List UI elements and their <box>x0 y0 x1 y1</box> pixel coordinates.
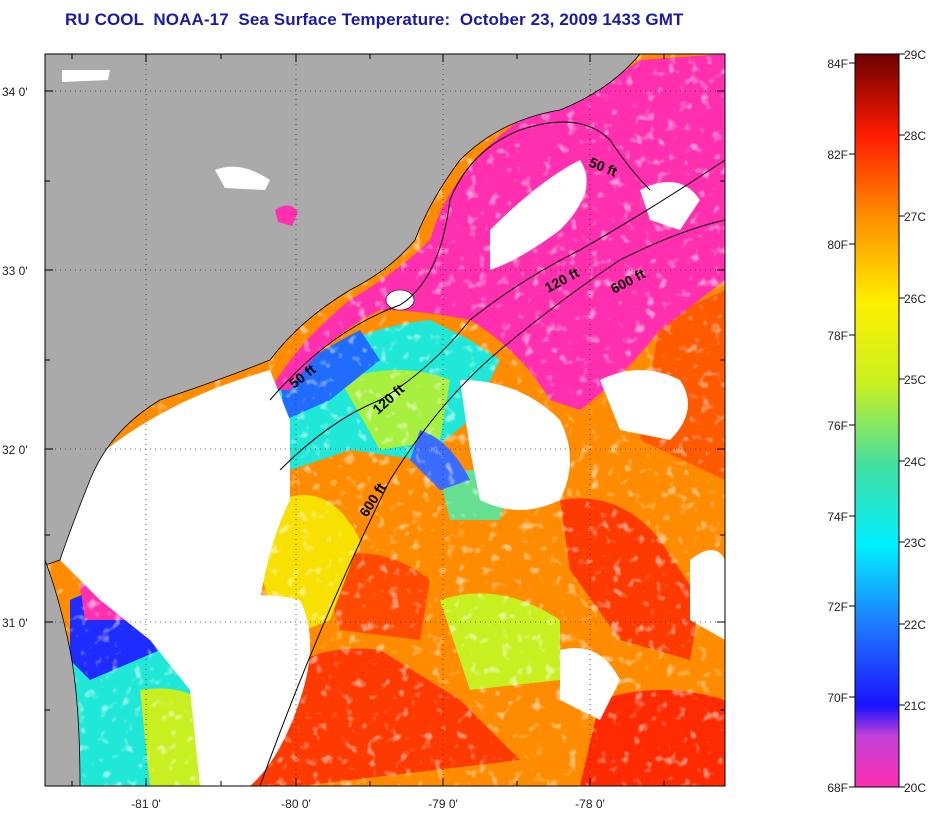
cb-f-78: 78F <box>827 329 848 343</box>
lat-label-31: 31 0' <box>2 616 28 630</box>
cb-f-82: 82F <box>827 148 848 162</box>
lon-label-80: -80 0' <box>281 797 311 811</box>
cb-c-29: 29C <box>904 48 926 62</box>
cb-c-20: 20C <box>904 781 926 795</box>
cb-f-76: 76F <box>827 419 848 433</box>
cb-c-23: 23C <box>904 536 926 550</box>
cb-f-68: 68F <box>827 781 848 795</box>
cb-c-25: 25C <box>904 373 926 387</box>
cb-c-22: 22C <box>904 618 926 632</box>
lat-label-32: 32 0' <box>2 443 28 457</box>
isobath-600ft <box>259 219 725 786</box>
cb-f-74: 74F <box>827 510 848 524</box>
cb-f-72: 72F <box>827 600 848 614</box>
colorbar-gradient <box>854 53 900 788</box>
cb-c-26: 26C <box>904 292 926 306</box>
colorbar: 84F 82F 80F 78F 76F 74F 72F 70F 68F 29C … <box>827 48 926 795</box>
lat-label-34: 34 0' <box>2 85 28 99</box>
land-cloud <box>275 205 298 226</box>
isobath-120ft <box>279 159 725 471</box>
cb-c-24: 24C <box>904 455 926 469</box>
map-area: 50 ft 50 ft 120 ft 120 ft 600 ft 600 ft <box>45 54 725 786</box>
cb-f-70: 70F <box>827 691 848 705</box>
cb-f-84: 84F <box>827 57 848 71</box>
lon-label-78: -78 0' <box>575 797 605 811</box>
cb-f-80: 80F <box>827 238 848 252</box>
graticule <box>45 54 725 786</box>
map-frame <box>44 53 726 787</box>
land-mass <box>45 54 641 566</box>
lon-label-79: -79 0' <box>428 797 458 811</box>
lon-label-81: -81 0' <box>131 797 161 811</box>
cb-c-28: 28C <box>904 129 926 143</box>
map-title: RU COOL NOAA-17 Sea Surface Temperature:… <box>65 10 684 29</box>
colorbar-ticks <box>849 53 905 788</box>
land-cloud <box>62 70 110 82</box>
lat-label-33: 33 0' <box>2 264 28 278</box>
land-mass <box>45 559 81 786</box>
bay <box>385 289 415 311</box>
axis-ticks <box>45 54 725 786</box>
land-cloud <box>215 166 270 190</box>
cb-c-27: 27C <box>904 210 926 224</box>
isobath-50ft <box>269 121 651 401</box>
cb-c-21: 21C <box>904 699 926 713</box>
